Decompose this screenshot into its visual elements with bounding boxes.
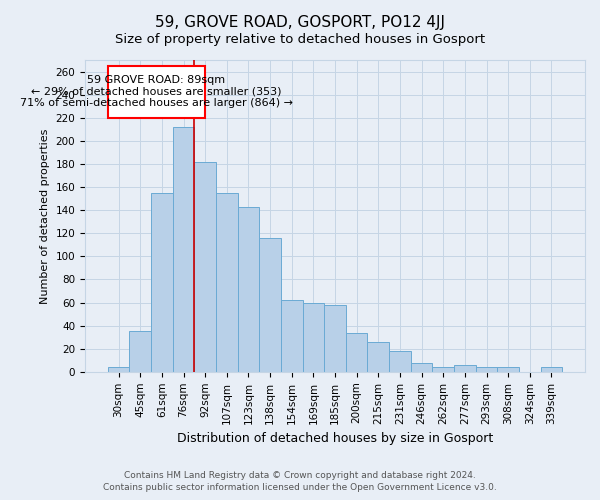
- Bar: [454, 365, 476, 372]
- Y-axis label: Number of detached properties: Number of detached properties: [40, 128, 50, 304]
- Bar: [281, 300, 302, 372]
- Bar: [259, 238, 281, 372]
- Text: Contains HM Land Registry data © Crown copyright and database right 2024.
Contai: Contains HM Land Registry data © Crown c…: [103, 471, 497, 492]
- Text: 59 GROVE ROAD: 89sqm
← 29% of detached houses are smaller (353)
71% of semi-deta: 59 GROVE ROAD: 89sqm ← 29% of detached h…: [20, 75, 293, 108]
- Bar: [130, 332, 151, 372]
- Bar: [238, 206, 259, 372]
- Bar: [108, 66, 205, 118]
- Bar: [433, 367, 454, 372]
- Bar: [497, 367, 519, 372]
- Text: Size of property relative to detached houses in Gosport: Size of property relative to detached ho…: [115, 32, 485, 46]
- Bar: [346, 332, 367, 372]
- Bar: [173, 127, 194, 372]
- Bar: [216, 193, 238, 372]
- Bar: [411, 362, 433, 372]
- Bar: [389, 351, 411, 372]
- X-axis label: Distribution of detached houses by size in Gosport: Distribution of detached houses by size …: [177, 432, 493, 445]
- Bar: [367, 342, 389, 372]
- Text: 59, GROVE ROAD, GOSPORT, PO12 4JJ: 59, GROVE ROAD, GOSPORT, PO12 4JJ: [155, 15, 445, 30]
- Bar: [108, 367, 130, 372]
- Bar: [476, 367, 497, 372]
- Bar: [194, 162, 216, 372]
- Bar: [151, 193, 173, 372]
- Bar: [324, 305, 346, 372]
- Bar: [541, 367, 562, 372]
- Bar: [302, 302, 324, 372]
